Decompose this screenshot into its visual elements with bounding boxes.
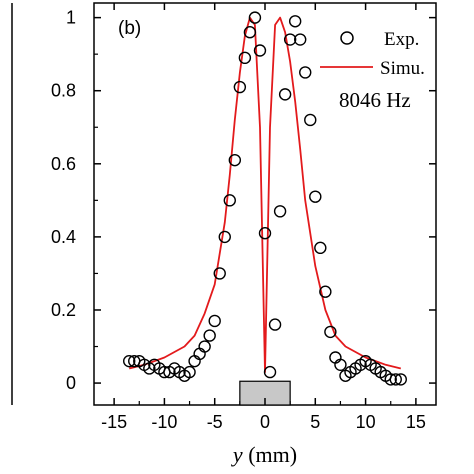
y-tick-label: 1 <box>66 8 76 28</box>
experiment-point <box>208 314 221 328</box>
experiment-point <box>183 365 196 379</box>
x-axis-variable: y <box>231 442 243 467</box>
y-tick-label: 0.6 <box>51 154 76 174</box>
simulation-series <box>128 16 402 373</box>
experiment-point <box>394 373 407 386</box>
legend-marker-exp <box>340 31 354 45</box>
experiment-series <box>123 11 407 386</box>
experiment-point <box>288 15 302 28</box>
experiment-point <box>324 325 337 339</box>
x-tick-label: -10 <box>151 412 177 432</box>
experiment-point <box>294 33 307 46</box>
experiment-point <box>319 285 332 298</box>
panel-label: (b) <box>118 18 141 39</box>
frequency-annotation: 8046 Hz <box>339 88 411 112</box>
experiment-point <box>213 267 226 280</box>
legend-label-exp: Exp. <box>384 29 419 50</box>
experiment-point <box>203 329 216 342</box>
experiment-point <box>278 88 292 101</box>
experiment-point <box>248 11 262 24</box>
x-tick-label: 5 <box>310 412 320 432</box>
experiment-point <box>283 33 297 46</box>
x-tick-label: -15 <box>101 412 127 432</box>
experiment-point <box>258 227 272 240</box>
y-tick-label: 0.2 <box>51 300 76 320</box>
y-tick-label: 0.8 <box>51 81 76 101</box>
experiment-point <box>314 241 327 255</box>
experiment-point <box>218 230 231 244</box>
simulation-line <box>128 16 402 373</box>
experiment-point <box>309 190 322 203</box>
experiment-point <box>389 373 402 386</box>
x-axis-unit: (mm) <box>243 442 297 467</box>
experiment-point <box>233 80 247 94</box>
y-tick-label: 0 <box>66 373 76 393</box>
x-axis-title: y (mm) <box>231 442 297 467</box>
experiment-point <box>123 354 136 368</box>
x-tick-label: 15 <box>406 412 426 432</box>
experiment-point <box>253 44 267 57</box>
legend: Exp. Simu. <box>320 29 425 79</box>
experiment-point <box>238 51 252 65</box>
x-tick-label: 10 <box>356 412 376 432</box>
experiment-point <box>198 340 211 353</box>
x-tick-label: 0 <box>260 412 270 432</box>
experiment-point <box>384 373 397 386</box>
experiment-point <box>263 365 277 379</box>
legend-label-simu: Simu. <box>380 58 425 79</box>
experiment-point <box>334 358 347 371</box>
experiment-point <box>299 66 312 79</box>
experiment-point <box>223 194 236 207</box>
y-axis: 0 0.2 0.4 0.6 0.8 1 <box>51 8 436 393</box>
x-axis: -15 -10 -5 0 5 10 15 <box>101 3 426 432</box>
experiment-point <box>268 318 282 331</box>
experiment-point <box>273 205 287 218</box>
experiment-point <box>228 153 242 167</box>
experiment-point <box>243 26 257 39</box>
x-tick-label: -5 <box>207 412 223 432</box>
y-tick-label: 0.4 <box>51 227 76 247</box>
experiment-point <box>304 113 317 127</box>
